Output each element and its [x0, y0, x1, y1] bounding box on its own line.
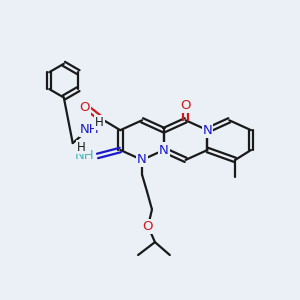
Text: N: N — [137, 153, 147, 167]
Text: O: O — [142, 220, 152, 233]
Text: NH: NH — [80, 123, 99, 136]
Text: NH: NH — [75, 149, 94, 162]
Text: O: O — [180, 99, 191, 112]
Text: N: N — [159, 143, 169, 157]
Text: H: H — [77, 140, 86, 154]
Text: N: N — [202, 124, 212, 137]
Text: H: H — [95, 116, 104, 129]
Text: O: O — [80, 101, 90, 114]
